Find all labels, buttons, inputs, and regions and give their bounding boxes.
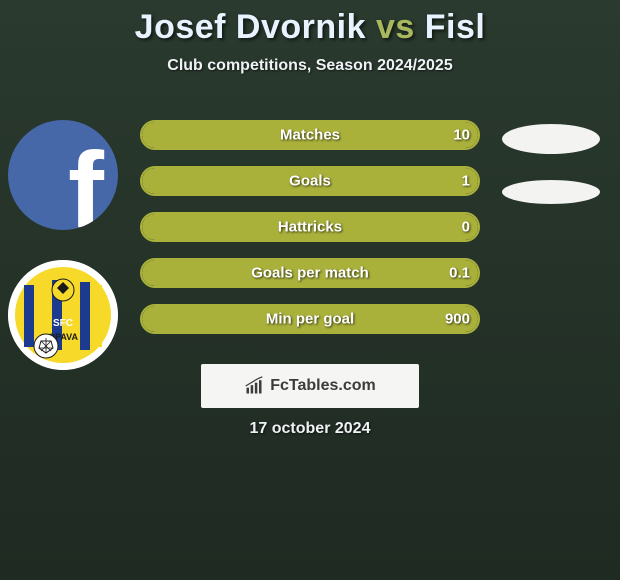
stat-bar-outer: [140, 258, 480, 288]
side-shapes: [502, 124, 600, 230]
stat-row-goals-per-match: Goals per match 0.1: [140, 258, 480, 288]
avatars-column: f SFC OPAVA: [8, 120, 118, 400]
title-player2: Fisl: [425, 8, 486, 46]
club-crest-icon: SFC OPAVA: [8, 260, 118, 370]
title-player1: Josef Dvornik: [135, 8, 366, 46]
title-vs: vs: [376, 8, 415, 46]
page-title: Josef Dvornik vs Fisl: [0, 0, 620, 47]
facebook-icon: f: [68, 136, 104, 230]
stat-bar-fill: [142, 306, 478, 332]
stat-bar-outer: [140, 166, 480, 196]
stat-row-hattricks: Hattricks 0: [140, 212, 480, 242]
date-line: 17 october 2024: [0, 420, 620, 438]
stat-bar-outer: [140, 120, 480, 150]
stat-value-left: 0.1: [449, 265, 470, 282]
stat-bar-outer: [140, 212, 480, 242]
stat-value-left: 0: [462, 219, 470, 236]
svg-text:SFC: SFC: [53, 318, 73, 329]
brand-box[interactable]: FcTables.com: [201, 364, 419, 408]
stat-bar-outer: [140, 304, 480, 334]
stat-bar-fill: [142, 122, 478, 148]
opava-club-avatar[interactable]: SFC OPAVA: [8, 260, 118, 370]
stat-value-left: 1: [462, 173, 470, 190]
stats-block: Matches 10 Goals 1 Hattricks 0 Goals per…: [140, 120, 480, 350]
stat-row-goals: Goals 1: [140, 166, 480, 196]
stat-value-left: 900: [445, 311, 470, 328]
stat-bar-fill: [142, 260, 478, 286]
stat-row-min-per-goal: Min per goal 900: [140, 304, 480, 334]
stat-value-left: 10: [453, 127, 470, 144]
side-ellipse-2: [502, 180, 600, 204]
subtitle: Club competitions, Season 2024/2025: [0, 57, 620, 75]
facebook-avatar[interactable]: f: [8, 120, 118, 230]
stat-bar-fill: [142, 168, 478, 194]
side-ellipse-1: [502, 124, 600, 154]
stat-bar-fill: [142, 214, 478, 240]
stat-row-matches: Matches 10: [140, 120, 480, 150]
main-container: Josef Dvornik vs Fisl Club competitions,…: [0, 0, 620, 580]
brand-text: FcTables.com: [270, 377, 376, 395]
chart-growth-icon: [244, 376, 264, 396]
